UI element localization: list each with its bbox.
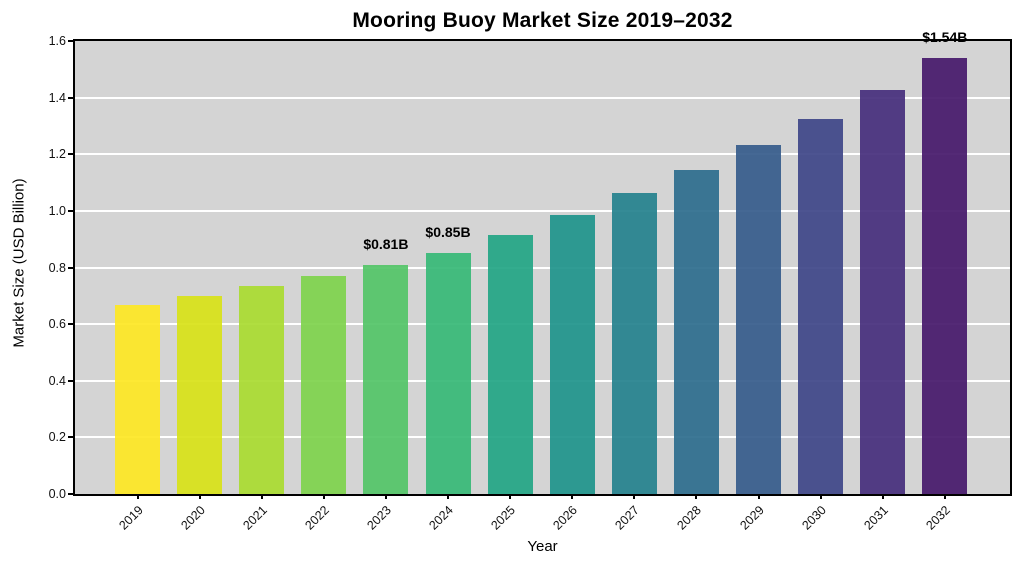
gridline-0.4 <box>75 379 1010 382</box>
y-tick-label: 1.2 <box>48 147 66 162</box>
bar-2024 <box>425 253 471 494</box>
y-tick-mark-1.0 <box>68 209 73 212</box>
x-tick-mark-2020 <box>198 494 201 499</box>
value-annotation-2023: $0.81B <box>363 235 409 252</box>
y-tick-label: 1.4 <box>48 90 66 105</box>
x-tick-mark-2031 <box>881 494 884 499</box>
bar-2019 <box>115 305 160 494</box>
y-tick-label: 0.2 <box>48 430 66 445</box>
value-annotation-2024: $0.85B <box>425 224 471 241</box>
gridline-0.8 <box>75 266 1010 269</box>
bar-2027 <box>611 193 657 494</box>
gridline-1.4 <box>75 96 1010 99</box>
bar-2026 <box>549 214 595 494</box>
value-annotation-2032: $1.54B <box>922 29 968 45</box>
y-tick-label: 0.6 <box>48 317 66 332</box>
y-tick-label: 0.0 <box>48 487 66 501</box>
bar-2030 <box>798 118 844 494</box>
x-tick-mark-2023 <box>384 494 387 499</box>
gridline-0.2 <box>75 436 1010 439</box>
y-tick-mark-1.6 <box>68 40 73 42</box>
gridline-1.0 <box>75 209 1010 212</box>
x-tick-mark-2028 <box>695 494 698 499</box>
y-tick-mark-0.0 <box>68 493 73 495</box>
chart-title: Mooring Buoy Market Size 2019–2032 <box>352 9 733 32</box>
bar-2020 <box>177 296 223 494</box>
x-tick-mark-2022 <box>322 494 325 499</box>
plot-area: $0.81B $0.85B $1.54B <box>75 29 1010 494</box>
x-axis-label: Year <box>527 538 558 555</box>
x-tick-mark-2030 <box>819 494 822 499</box>
bar-2022 <box>301 275 347 494</box>
y-tick-mark-1.2 <box>68 153 73 156</box>
y-tick-mark-0.6 <box>68 323 73 326</box>
x-tick-mark-2026 <box>571 494 574 499</box>
y-tick-mark-0.8 <box>68 266 73 269</box>
y-tick-mark-0.2 <box>68 436 73 439</box>
bar-2025 <box>487 234 533 494</box>
bar-2032 <box>922 58 968 494</box>
y-tick-label: 1.6 <box>48 34 66 48</box>
x-tick-mark-2019 <box>136 494 139 499</box>
x-tick-mark-2025 <box>509 494 512 499</box>
x-tick-mark-2024 <box>447 494 449 499</box>
gridline-0.6 <box>75 323 1010 326</box>
x-tick-mark-2027 <box>633 494 636 499</box>
bar-2023 <box>363 264 409 494</box>
y-tick-label: 1.0 <box>48 203 66 218</box>
x-tick-mark-2021 <box>260 494 263 499</box>
bar-2029 <box>736 145 781 494</box>
bar-2021 <box>239 286 285 494</box>
bar-2028 <box>673 170 719 494</box>
gridline-1.2 <box>75 153 1010 156</box>
y-tick-mark-0.4 <box>68 379 73 382</box>
x-tick-mark-2032 <box>943 494 946 499</box>
y-tick-label: 0.8 <box>48 260 66 275</box>
bar-2031 <box>860 89 906 494</box>
y-tick-mark-1.4 <box>68 96 73 99</box>
y-tick-label: 0.4 <box>48 373 66 388</box>
x-tick-mark-2029 <box>757 494 760 499</box>
